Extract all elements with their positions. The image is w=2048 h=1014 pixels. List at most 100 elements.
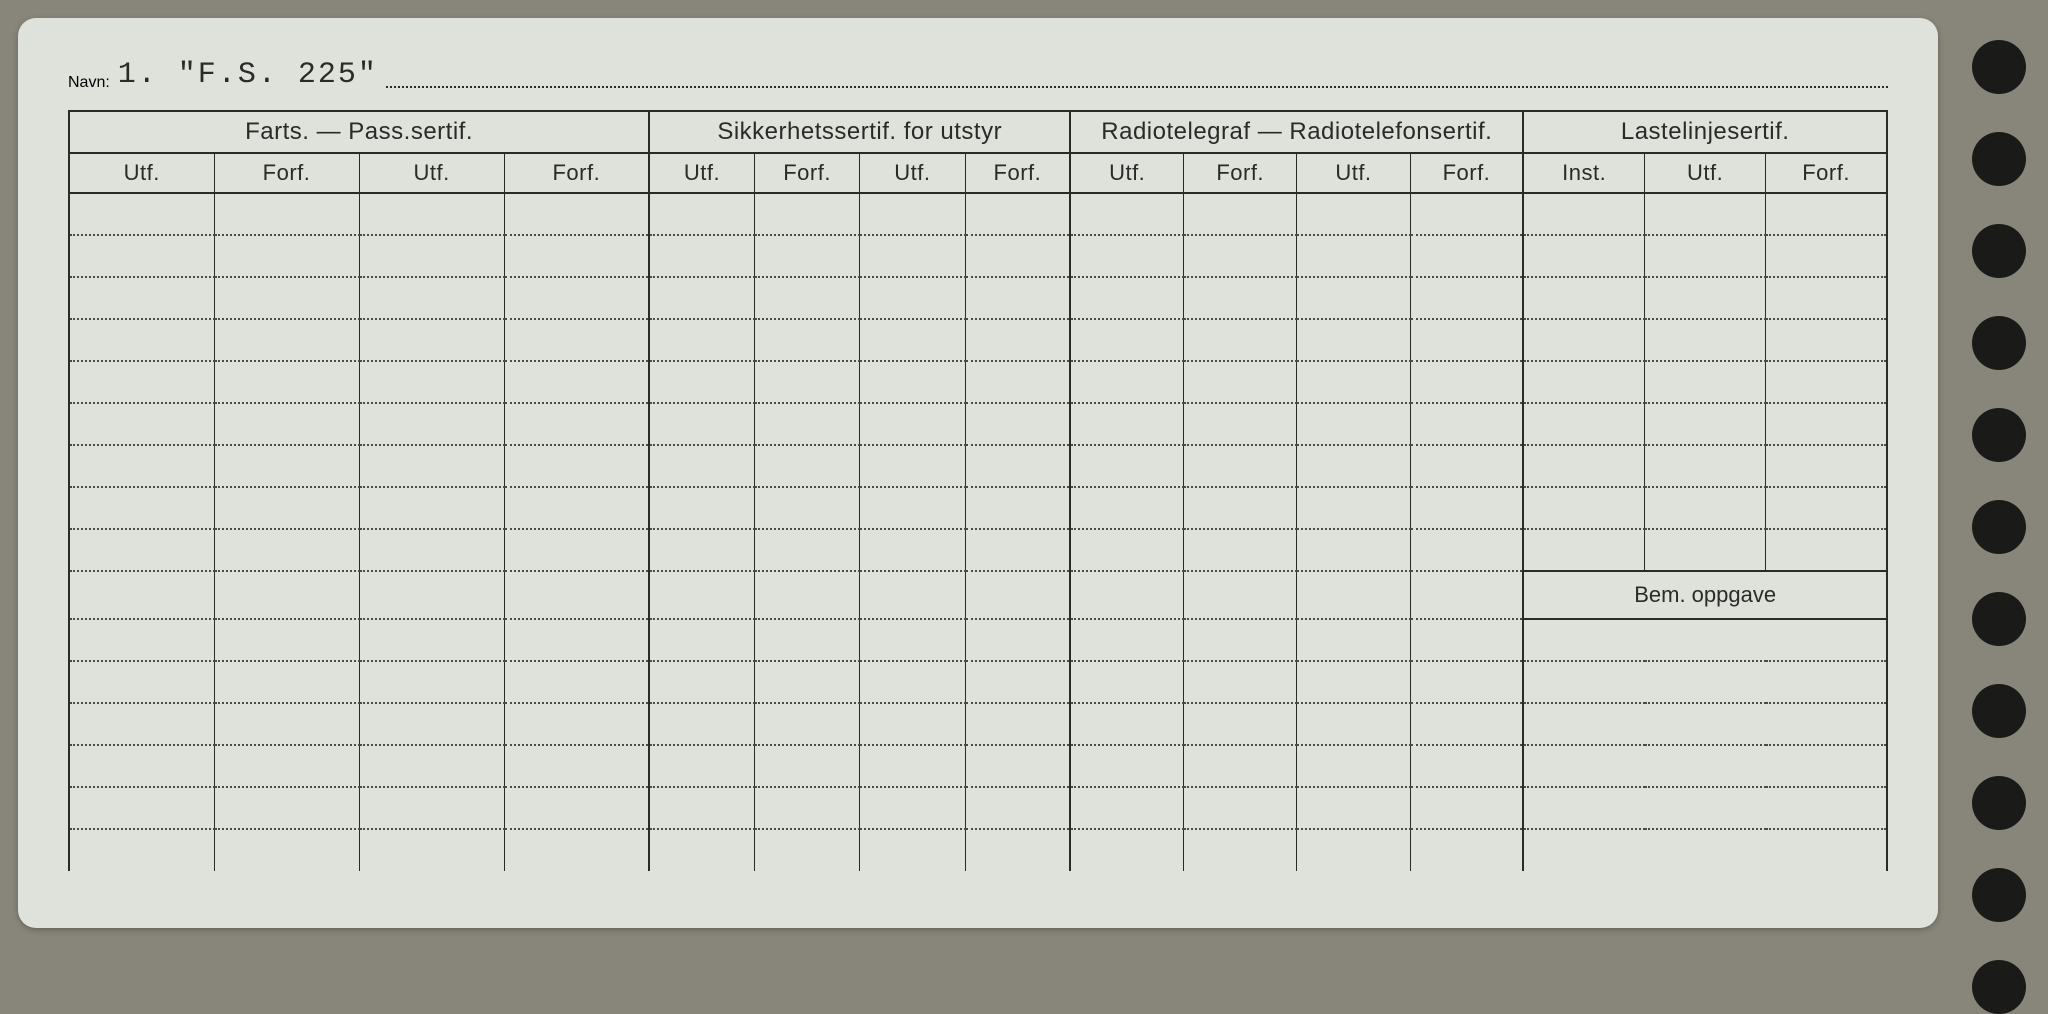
cell [69, 703, 214, 745]
sub-header-row: Utf.Forf.Utf.Forf.Utf.Forf.Utf.Forf.Utf.… [69, 153, 1887, 193]
cell [214, 571, 359, 619]
group-header: Lastelinjesertif. [1523, 111, 1887, 153]
cell [359, 529, 504, 571]
table-row [69, 787, 1887, 829]
binder-hole [1972, 684, 2026, 738]
sub-header: Utf. [649, 153, 754, 193]
cell [1766, 487, 1887, 529]
cell [649, 361, 754, 403]
cell [504, 277, 649, 319]
cell [965, 661, 1070, 703]
cell [1523, 403, 1644, 445]
table-row [69, 529, 1887, 571]
cell [1766, 193, 1887, 235]
sub-header: Forf. [1410, 153, 1523, 193]
cell [1410, 235, 1523, 277]
cell [69, 193, 214, 235]
cell [1297, 829, 1410, 871]
cell [1184, 745, 1297, 787]
binder-hole [1972, 132, 2026, 186]
sub-header: Utf. [1297, 153, 1410, 193]
cell [649, 529, 754, 571]
cell [1645, 487, 1766, 529]
cell [754, 529, 859, 571]
cell [359, 787, 504, 829]
cell [504, 661, 649, 703]
table-row [69, 277, 1887, 319]
group-header: Radiotelegraf — Radiotelefonsertif. [1070, 111, 1523, 153]
index-card: Navn: 1. "F.S. 225" Farts. — Pass.sertif… [18, 18, 1938, 928]
cell [1184, 193, 1297, 235]
cell [1766, 235, 1887, 277]
cell [214, 193, 359, 235]
cell [1297, 403, 1410, 445]
cell [965, 787, 1070, 829]
cell [1297, 619, 1410, 661]
binder-holes [1972, 40, 2026, 1014]
sub-header: Utf. [69, 153, 214, 193]
cell [1184, 277, 1297, 319]
cell [69, 445, 214, 487]
cell [359, 571, 504, 619]
cell [965, 571, 1070, 619]
cell [359, 193, 504, 235]
cell [214, 361, 359, 403]
cell [504, 703, 649, 745]
cell [504, 361, 649, 403]
cell [1297, 445, 1410, 487]
cell [1184, 829, 1297, 871]
cell [965, 487, 1070, 529]
binder-hole [1972, 868, 2026, 922]
cell [214, 703, 359, 745]
cell [754, 277, 859, 319]
cell [754, 571, 859, 619]
cell [649, 829, 754, 871]
cell [754, 361, 859, 403]
table-row [69, 661, 1887, 703]
cell [1645, 529, 1766, 571]
cell [1297, 571, 1410, 619]
cell [649, 787, 754, 829]
cell [1297, 745, 1410, 787]
cell [1523, 529, 1644, 571]
cell [754, 745, 859, 787]
cell [1070, 745, 1183, 787]
cell [359, 277, 504, 319]
cell [214, 745, 359, 787]
cell [1184, 529, 1297, 571]
cell [754, 619, 859, 661]
cell [214, 235, 359, 277]
sub-header: Forf. [1184, 153, 1297, 193]
cell [754, 193, 859, 235]
binder-hole [1972, 960, 2026, 1014]
cell [214, 403, 359, 445]
cell [504, 487, 649, 529]
cell [754, 445, 859, 487]
cell [1184, 703, 1297, 745]
cell [1070, 571, 1183, 619]
cell [1410, 445, 1523, 487]
cell [1645, 277, 1766, 319]
cell [1070, 235, 1183, 277]
cell [1297, 703, 1410, 745]
table: Farts. — Pass.sertif.Sikkerhetssertif. f… [68, 110, 1888, 871]
cell [1070, 529, 1183, 571]
table-row [69, 745, 1887, 787]
cell [860, 829, 965, 871]
cell [69, 571, 214, 619]
cell [754, 703, 859, 745]
sub-header: Utf. [1070, 153, 1183, 193]
cell [1410, 529, 1523, 571]
navn-row: Navn: 1. "F.S. 225" [68, 58, 1888, 92]
cell [1523, 235, 1644, 277]
table-row [69, 829, 1887, 871]
bem-cell [1523, 829, 1887, 871]
cell [1410, 745, 1523, 787]
cell [965, 403, 1070, 445]
cell [1410, 487, 1523, 529]
cell [649, 235, 754, 277]
cell [860, 703, 965, 745]
cell [965, 319, 1070, 361]
cell [1070, 445, 1183, 487]
cell [69, 361, 214, 403]
